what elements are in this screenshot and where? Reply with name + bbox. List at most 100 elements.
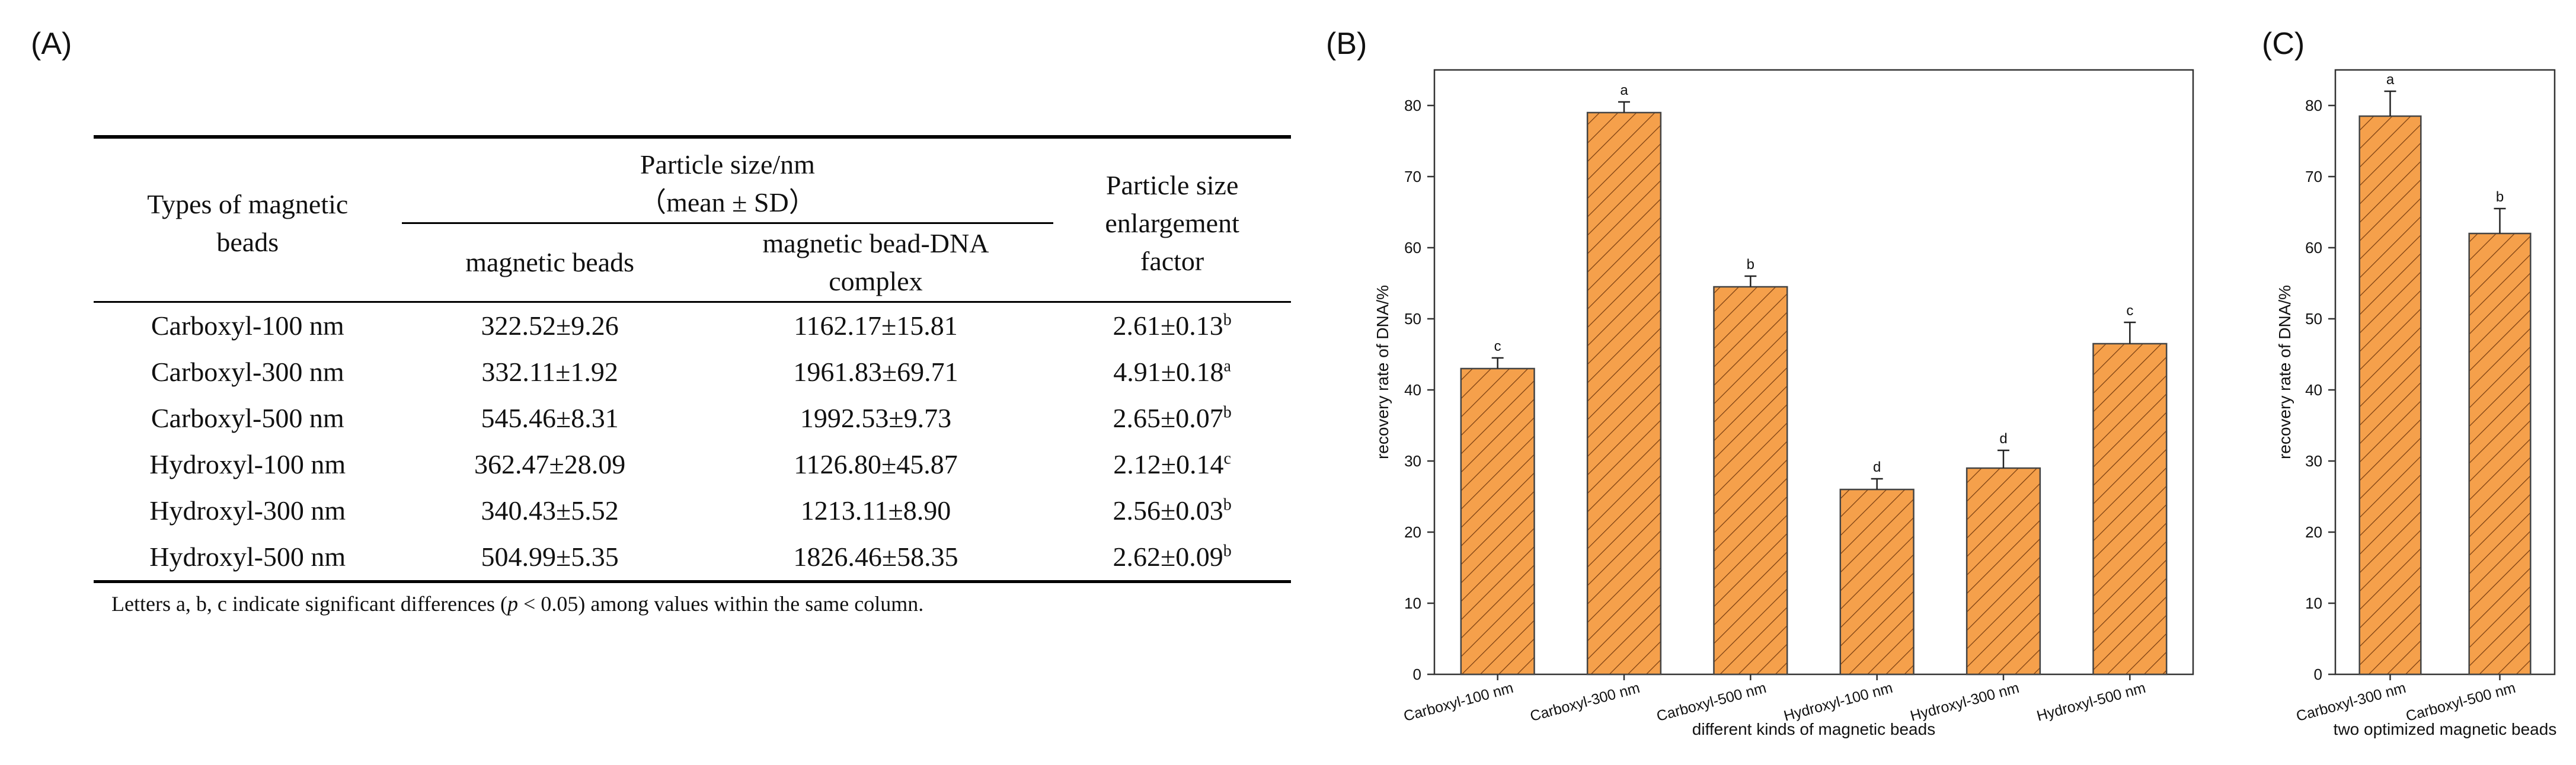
cell-factor: 2.56±0.03b	[1053, 488, 1291, 534]
table-row: Hydroxyl-500 nm 504.99±5.35 1826.46±58.35 2…	[94, 534, 1291, 582]
y-tick-label: 30	[1404, 452, 1421, 470]
col-header-group-line1: Particle size/nm	[640, 149, 815, 180]
y-tick-label: 60	[2305, 239, 2322, 257]
factor-significance: b	[1223, 403, 1232, 422]
plot-frame	[1433, 69, 2194, 676]
factor-significance: b	[1223, 542, 1232, 561]
cell-complex: 1826.46±58.35	[793, 542, 958, 572]
significance-letter: a	[1620, 82, 1628, 98]
cell-beads: 504.99±5.35	[481, 542, 619, 572]
x-tick-label: Hydroxyl-500 nm	[2035, 680, 2147, 725]
y-tick-label: 20	[2305, 523, 2322, 541]
y-tick-label: 10	[1404, 594, 1421, 612]
cell-complex: 1992.53±9.73	[800, 403, 952, 433]
factor-value: 2.65±0.07	[1113, 403, 1223, 433]
bar	[1586, 111, 1662, 676]
table-row: Hydroxyl-100 nm 362.47±28.09 1126.80±45.87…	[94, 441, 1291, 488]
significance-letter: d	[1999, 431, 2007, 447]
cell-factor: 2.65±0.07b	[1053, 395, 1291, 441]
significance-letter: c	[2126, 303, 2133, 319]
footnote-p: p	[507, 592, 519, 616]
bar	[1460, 367, 1535, 676]
cell-beads: 545.46±8.31	[481, 403, 619, 433]
footnote-text-1: Letters a, b, c indicate significant dif…	[111, 592, 508, 616]
particle-size-table: Types of magnetic beads Particle size/nm…	[94, 135, 1291, 583]
y-tick-label: 70	[1404, 168, 1421, 185]
col-header-group: Particle size/nm （mean ± SD）	[401, 137, 1054, 224]
significance-letter: c	[1494, 338, 1501, 354]
x-tick-label: Carboxyl-300 nm	[2294, 680, 2408, 725]
col-header-factor-line1: Particle size	[1105, 169, 1239, 200]
cell-type: Carboxyl-500 nm	[151, 403, 344, 433]
x-axis-label: different kinds of magnetic beads	[1692, 720, 1935, 738]
col-header-factor: Particle size enlargement factor	[1053, 137, 1291, 303]
y-tick-label: 0	[1413, 665, 1421, 683]
cell-complex: 1162.17±15.81	[794, 311, 958, 341]
x-axis-label: two optimized magnetic beads	[2334, 720, 2557, 738]
x-tick-label: Hydroxyl-300 nm	[1909, 680, 2021, 725]
particle-size-table-panel: Types of magnetic beads Particle size/nm…	[94, 135, 1291, 616]
col-header-complex-line1: magnetic bead-DNA	[762, 228, 989, 258]
cell-factor: 2.61±0.13b	[1053, 302, 1291, 350]
cell-beads: 362.47±28.09	[474, 449, 626, 479]
chart-b-recovery-rate: 0 10 20 30 40 50 60 70 80 recovery rate of DNA/% c…	[1373, 69, 2194, 738]
cell-type: Hydroxyl-100 nm	[149, 449, 346, 479]
factor-value: 2.12±0.14	[1113, 449, 1224, 479]
panel-label-b: (B)	[1326, 27, 1367, 61]
factor-value: 2.62±0.09	[1113, 542, 1223, 572]
y-axis-label: recovery rate of DNA/%	[1373, 285, 1392, 459]
cell-beads: 322.52±9.26	[481, 311, 619, 341]
significance-letter: d	[1873, 459, 1881, 475]
cell-type: Hydroxyl-500 nm	[149, 542, 346, 572]
x-tick-label: Carboxyl-500 nm	[2404, 680, 2517, 725]
col-header-beads: magnetic beads	[401, 223, 698, 303]
panel-label-a: (A)	[31, 27, 72, 61]
bar	[1839, 488, 1915, 676]
footnote-text-2: < 0.05) among values within the same col…	[518, 592, 924, 616]
y-tick-label: 80	[1404, 97, 1421, 114]
bar	[2468, 232, 2532, 676]
col-header-beads-label: magnetic beads	[465, 247, 635, 277]
y-tick-label: 70	[2305, 168, 2322, 185]
cell-beads: 332.11±1.92	[481, 357, 618, 387]
cell-factor: 4.91±0.18a	[1053, 349, 1291, 395]
y-tick-label: 20	[1404, 523, 1421, 541]
cell-complex: 1213.11±8.90	[800, 495, 951, 526]
bar	[1965, 467, 2041, 676]
cell-beads: 340.43±5.52	[481, 495, 619, 526]
col-header-type: Types of magnetic beads	[94, 137, 402, 303]
x-tick-label: Carboxyl-500 nm	[1655, 680, 1768, 725]
factor-value: 2.61±0.13	[1113, 311, 1223, 341]
factor-significance: c	[1223, 449, 1231, 468]
factor-significance: a	[1223, 357, 1231, 376]
plot-frame	[2334, 69, 2556, 676]
cell-type: Carboxyl-300 nm	[151, 357, 344, 387]
x-tick-label: Carboxyl-100 nm	[1402, 680, 1515, 725]
significance-letter: b	[1747, 257, 1754, 273]
cell-factor: 2.62±0.09b	[1053, 534, 1291, 582]
factor-value: 2.56±0.03	[1113, 495, 1223, 526]
y-tick-label: 50	[2305, 310, 2322, 328]
table-row: Hydroxyl-300 nm 340.43±5.52 1213.11±8.90 2.…	[94, 488, 1291, 534]
y-tick-label: 10	[2305, 594, 2322, 612]
bar	[1713, 286, 1788, 676]
y-tick-label: 60	[1404, 239, 1421, 257]
table-row: Carboxyl-500 nm 545.46±8.31 1992.53±9.73 2.…	[94, 395, 1291, 441]
y-tick-label: 80	[2305, 97, 2322, 114]
col-header-complex: magnetic bead-DNA complex	[698, 223, 1054, 303]
table-footnote: Letters a, b, c indicate significant dif…	[94, 591, 1291, 616]
cell-factor: 2.12±0.14c	[1053, 441, 1291, 488]
col-header-type-line2: beads	[216, 226, 279, 257]
table-body: Carboxyl-100 nm 322.52±9.26 1162.17±15.81 2…	[94, 302, 1291, 582]
y-tick-label: 0	[2314, 665, 2322, 683]
panel-label-c: (C)	[2262, 27, 2305, 61]
factor-significance: b	[1223, 311, 1232, 329]
y-tick-label: 50	[1404, 310, 1421, 328]
col-header-factor-line3: factor	[1140, 245, 1204, 276]
table-row: Carboxyl-300 nm 332.11±1.92 1961.83±69.71 4…	[94, 349, 1291, 395]
cell-type: Carboxyl-100 nm	[151, 311, 344, 341]
cell-complex: 1126.80±45.87	[794, 449, 958, 479]
significance-letter: b	[2496, 189, 2504, 205]
chart-c-recovery-rate: 0 10 20 30 40 50 60 70 80 recovery rate of DNA/% a…	[2275, 69, 2557, 738]
x-tick-label: Carboxyl-300 nm	[1528, 680, 1641, 725]
